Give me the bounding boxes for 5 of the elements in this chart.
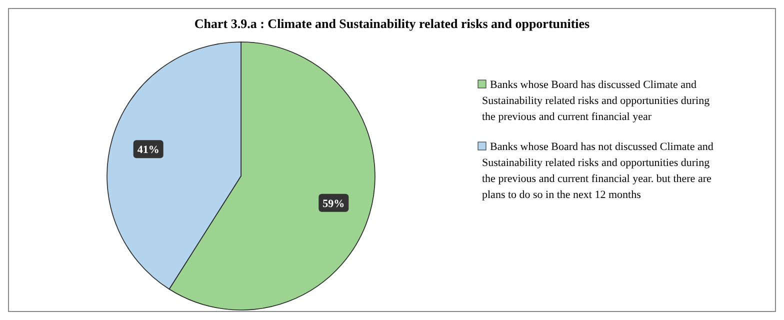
data-label: 41% bbox=[137, 144, 160, 156]
legend-label: Banks whose Board has discussed Climate and Sustainability related risks and opportunities during the previous and current financial year bbox=[482, 79, 710, 123]
data-label: 59% bbox=[322, 198, 345, 210]
legend-label: Banks whose Board has not discussed Climate and Sustainability related risks and opportunities during the previous and current financial year. but there are plans to do so in the next 12 months bbox=[482, 141, 714, 201]
chart-title: Chart 3.9.a : Climate and Sustainability related risks and opportunities bbox=[194, 16, 590, 31]
